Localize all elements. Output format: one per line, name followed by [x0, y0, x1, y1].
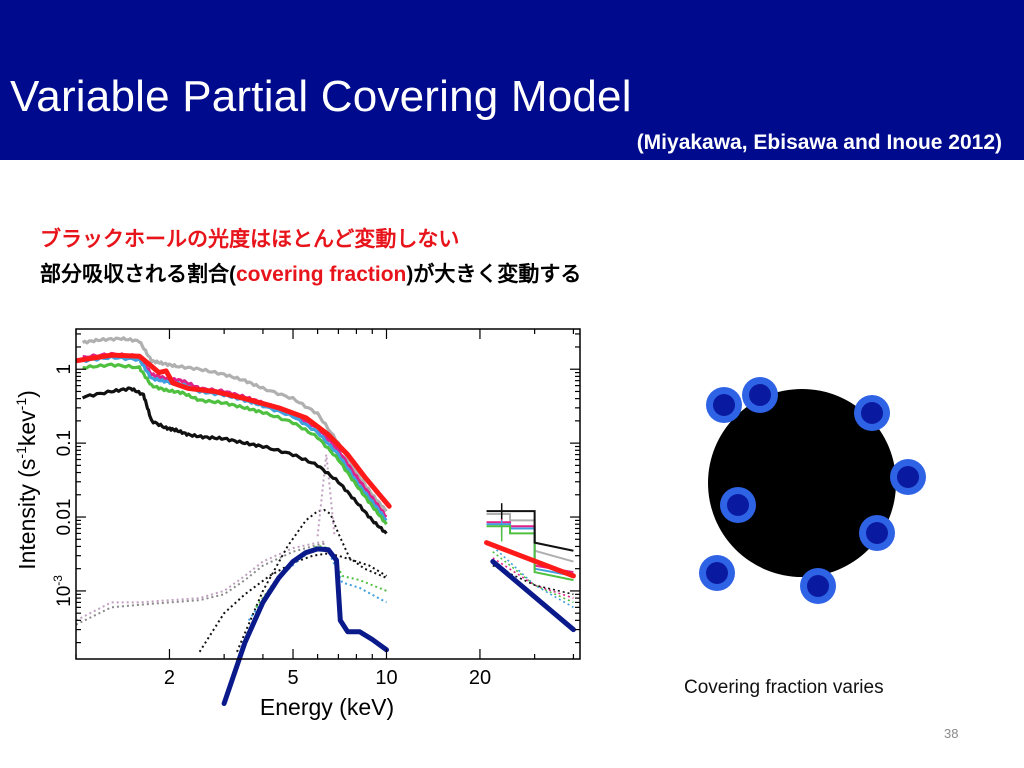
y-axis-label-part: Intensity (s — [14, 459, 40, 570]
y-axis-label: Intensity (s-1kev-1) — [13, 390, 40, 570]
plot-clip-group — [76, 336, 576, 653]
data-series-4 — [81, 386, 388, 535]
x-tick-label-5: 5 — [287, 667, 298, 689]
paren-close: ) — [406, 263, 414, 286]
upper-band-series-2 — [486, 523, 574, 577]
component-curve-1 — [76, 542, 327, 626]
upper-dotted-1 — [492, 551, 574, 604]
component-curve-3 — [198, 552, 388, 653]
bullet-suffix: が大きく変動する — [413, 262, 582, 286]
component-curve-4 — [247, 547, 387, 621]
black-hole-disk — [708, 389, 896, 577]
slide-title: Variable Partial Covering Model — [10, 72, 632, 121]
page-number: 38 — [944, 726, 959, 741]
spectrum-chart: 2 5 10 20 1 0.1 0.01 10-3 Energy (keV) Intensity … — [13, 328, 581, 720]
chart-plot-area: 2 5 10 20 1 0.1 0.01 10-3 Energy (keV) Intensity … — [13, 328, 581, 720]
y-tick-label-sup: -3 — [51, 575, 65, 586]
plot-frame — [75, 328, 581, 660]
absorber-cloud-core-6 — [706, 562, 728, 584]
y-tick-label-1: 0.1 — [54, 430, 75, 456]
x-tick-label-20: 20 — [469, 667, 491, 689]
title-bar: Variable Partial Covering Model (Miyakaw… — [0, 0, 1024, 160]
y-axis-label-part: -1 — [13, 398, 29, 411]
component-curve-5 — [255, 544, 387, 608]
diagram-layer — [699, 377, 926, 604]
data-series-2 — [81, 354, 388, 522]
absorber-cloud-core-7 — [807, 575, 829, 597]
model-line-upper-1 — [490, 559, 576, 633]
absorber-cloud-core-1 — [749, 384, 771, 406]
paren-open: ( — [229, 263, 236, 286]
x-axis-label: Energy (keV) — [260, 694, 394, 720]
component-curve-6 — [316, 454, 336, 537]
bullet-covering-fraction: 部分吸収される割合(covering fraction)が大きく変動する — [40, 258, 581, 288]
upper-band-series-1 — [486, 521, 574, 574]
data-series-3 — [82, 362, 388, 526]
diagram-caption: Covering fraction varies — [684, 677, 884, 698]
y-tick-label-3: 10-3 — [51, 575, 75, 607]
bullet-prefix: 部分吸収される割合 — [40, 262, 229, 286]
absorber-cloud-core-5 — [866, 522, 888, 544]
y-axis-label-part: ) — [14, 390, 40, 398]
component-curve-2 — [236, 508, 387, 653]
absorber-cloud-core-3 — [897, 466, 919, 488]
model-line-0 — [76, 352, 392, 509]
covering-fraction-term: covering fraction — [236, 263, 407, 286]
y-axis-label-part: -1 — [13, 446, 29, 459]
y-axis-label-part: kev — [14, 410, 40, 446]
absorber-cloud-core-2 — [861, 402, 883, 424]
absorber-cloud-core-4 — [727, 494, 749, 516]
absorber-cloud-core-0 — [713, 394, 735, 416]
citation: (Miyakawa, Ebisawa and Inoue 2012) — [636, 131, 1002, 154]
upper-band-series-0 — [486, 512, 574, 563]
y-tick-label-0: 1 — [54, 364, 75, 375]
partial-covering-diagram — [699, 377, 926, 604]
bullet-luminosity: ブラックホールの光度はほとんど変動しない — [40, 227, 460, 251]
model-line-upper-0 — [484, 540, 576, 579]
x-tick-label-10: 10 — [375, 667, 397, 689]
x-tick-label-2: 2 — [164, 667, 175, 689]
y-tick-label-2: 0.01 — [54, 499, 75, 536]
upper-dotted-2 — [492, 557, 574, 599]
upper-band-series-4 — [486, 510, 574, 552]
upper-band-series-3 — [486, 525, 574, 582]
model-line-1 — [221, 546, 389, 706]
